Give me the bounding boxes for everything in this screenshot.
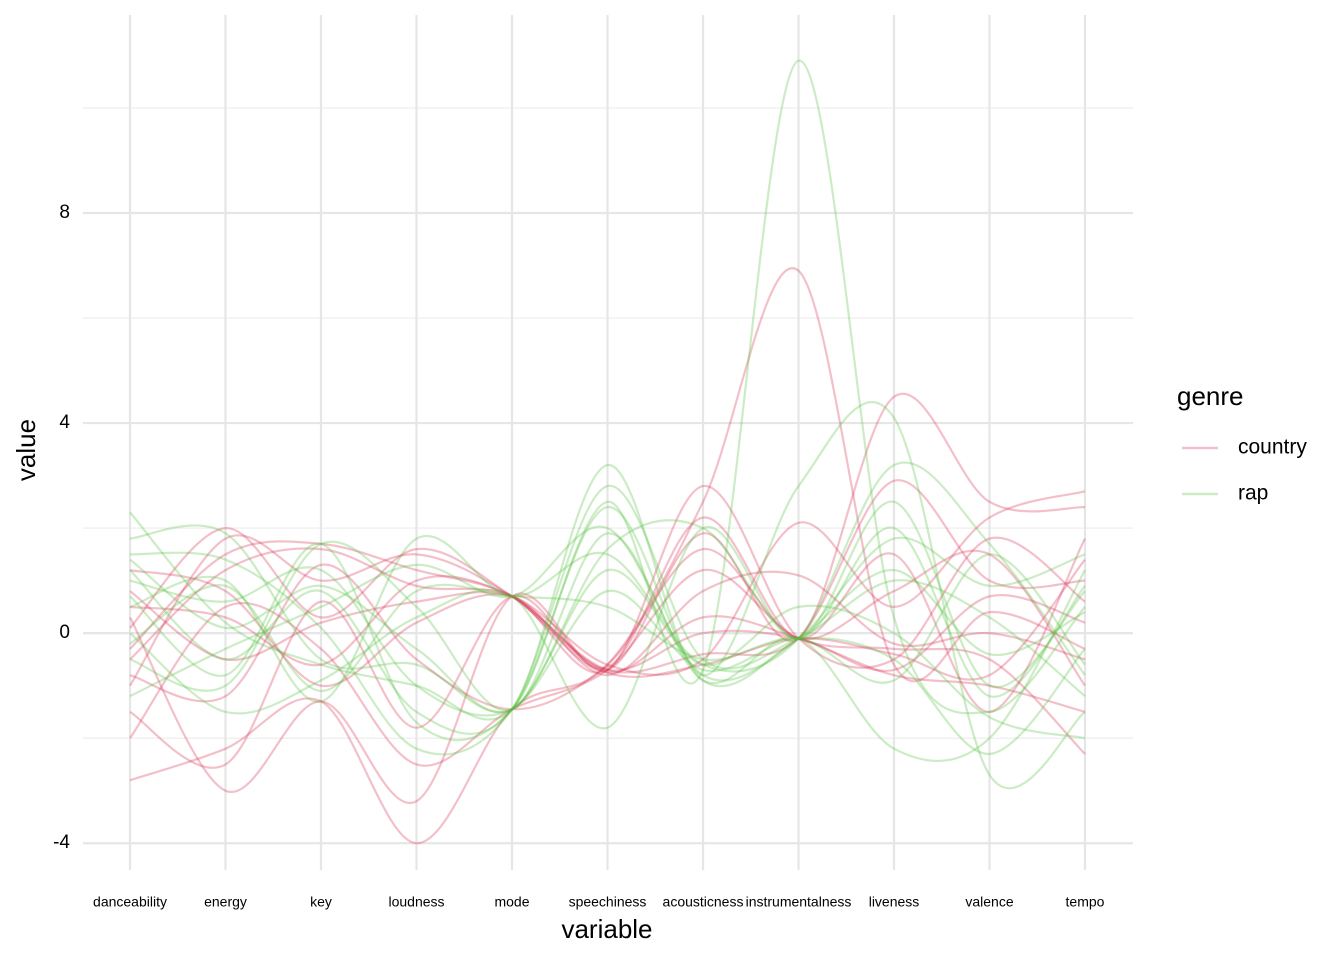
series-line <box>129 548 1086 711</box>
x-tick-label: liveness <box>869 894 920 910</box>
y-axis-title: value <box>11 419 41 481</box>
series-line <box>129 484 1086 674</box>
legend-label: rap <box>1238 482 1268 505</box>
series-line <box>129 59 1086 721</box>
y-tick-label: 8 <box>59 202 70 223</box>
series-line <box>129 553 1086 693</box>
series-line <box>129 527 1086 681</box>
x-tick-label: key <box>310 894 332 910</box>
series-line <box>129 569 1086 767</box>
lines <box>129 59 1086 845</box>
y-tick-label: 4 <box>59 412 70 433</box>
x-tick-label: loudness <box>388 894 444 910</box>
series-line <box>129 524 1086 740</box>
series-line <box>129 505 1086 742</box>
x-tick-label: energy <box>204 894 247 910</box>
series-line <box>129 525 1086 698</box>
series-line <box>129 519 1086 714</box>
series-line <box>129 500 1086 730</box>
series-line <box>129 566 1086 756</box>
x-tick-label: danceability <box>93 894 167 910</box>
x-tick-label: speechiness <box>569 894 647 910</box>
legend: country rap <box>1182 436 1307 505</box>
legend-title: genre <box>1177 381 1244 411</box>
grid <box>83 15 1133 870</box>
series-line <box>129 461 1086 703</box>
series-line <box>129 532 1086 763</box>
legend-label: country <box>1238 436 1307 459</box>
series-line <box>129 490 1086 676</box>
x-axis-title: variable <box>561 914 652 944</box>
y-tick-label: -4 <box>53 832 70 853</box>
series-line <box>129 479 1086 674</box>
x-tick-label: valence <box>965 894 1013 910</box>
x-tick-label: tempo <box>1066 894 1105 910</box>
series-line <box>129 392 1086 805</box>
series-line <box>129 267 1086 845</box>
series-line <box>129 569 1086 687</box>
series-line <box>129 575 1086 672</box>
x-tick-label: mode <box>494 894 529 910</box>
x-tick-label: instrumentalness <box>746 894 852 910</box>
series-line <box>129 484 1086 756</box>
x-tick-label: acousticness <box>663 894 744 910</box>
series-line <box>129 516 1086 769</box>
series-line <box>129 401 1086 790</box>
series-line <box>129 534 1086 713</box>
y-tick-label: 0 <box>59 622 70 643</box>
